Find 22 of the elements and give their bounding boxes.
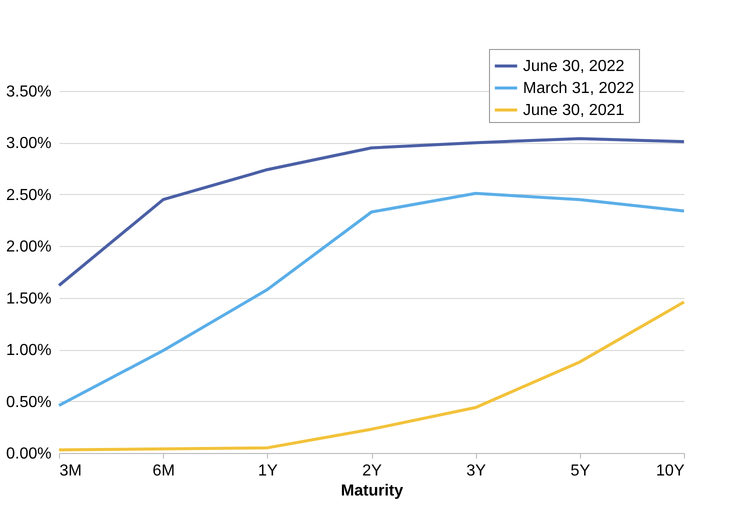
x-tick-label: 3Y — [466, 462, 486, 480]
x-tick-label: 3M — [60, 462, 82, 480]
y-tick-label: 3.50% — [6, 84, 52, 100]
line-series — [58, 300, 686, 452]
x-tick-label: 6M — [152, 462, 175, 480]
y-tick-label: 0.00% — [6, 446, 52, 462]
x-tick-label: 1Y — [258, 462, 278, 480]
y-tick-label: 3.00% — [6, 135, 52, 152]
legend-label: March 31, 2022 — [523, 80, 634, 97]
line-series — [58, 192, 686, 407]
x-tick-label: 2Y — [362, 462, 382, 480]
legend-label: June 30, 2021 — [523, 102, 625, 119]
x-tick-label: 5Y — [570, 462, 590, 480]
x-axis-title: Maturity — [340, 482, 404, 500]
legend-label: June 30, 2022 — [523, 58, 625, 75]
line-series — [58, 137, 686, 287]
y-tick-label: 1.00% — [6, 342, 52, 360]
y-tick-label: 0.50% — [6, 394, 52, 411]
y-tick-label: 2.50% — [6, 186, 52, 204]
x-tick-label: 10Y — [656, 462, 685, 480]
y-tick-label: 2.00% — [6, 238, 52, 256]
y-tick-label: 1.50% — [6, 290, 52, 308]
